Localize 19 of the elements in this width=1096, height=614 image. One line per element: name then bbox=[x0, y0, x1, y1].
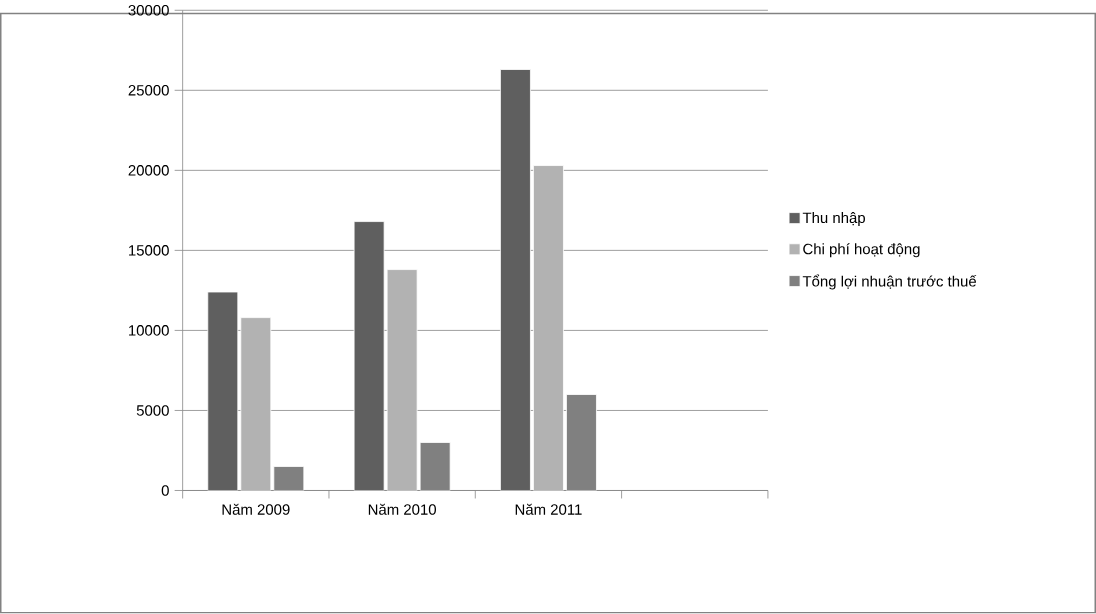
bar bbox=[419, 442, 451, 491]
bar bbox=[207, 291, 239, 491]
y-tick-label: 15000 bbox=[129, 245, 169, 256]
legend-label: Chi phí hoạt động bbox=[803, 243, 920, 258]
bar bbox=[500, 69, 531, 491]
legend-label: Thu nhập bbox=[802, 212, 865, 227]
x-tick-label: Năm 2009 bbox=[222, 503, 290, 516]
y-tick-label: 25000 bbox=[128, 85, 169, 96]
y-tick-label: 30000 bbox=[128, 5, 169, 16]
y-tick-label: 0 bbox=[161, 485, 169, 497]
y-tick-label: 20000 bbox=[128, 165, 169, 176]
y-tick-label: 10000 bbox=[129, 325, 169, 336]
x-tick-label: Năm 2011 bbox=[515, 503, 582, 516]
bar bbox=[273, 466, 305, 491]
bar bbox=[533, 165, 564, 491]
legend-label: Tổng lợi nhuận trước thuế bbox=[802, 274, 977, 290]
bar bbox=[240, 317, 272, 491]
y-tick-label: 5000 bbox=[136, 405, 169, 416]
x-tick-label: Năm 2010 bbox=[368, 503, 436, 516]
